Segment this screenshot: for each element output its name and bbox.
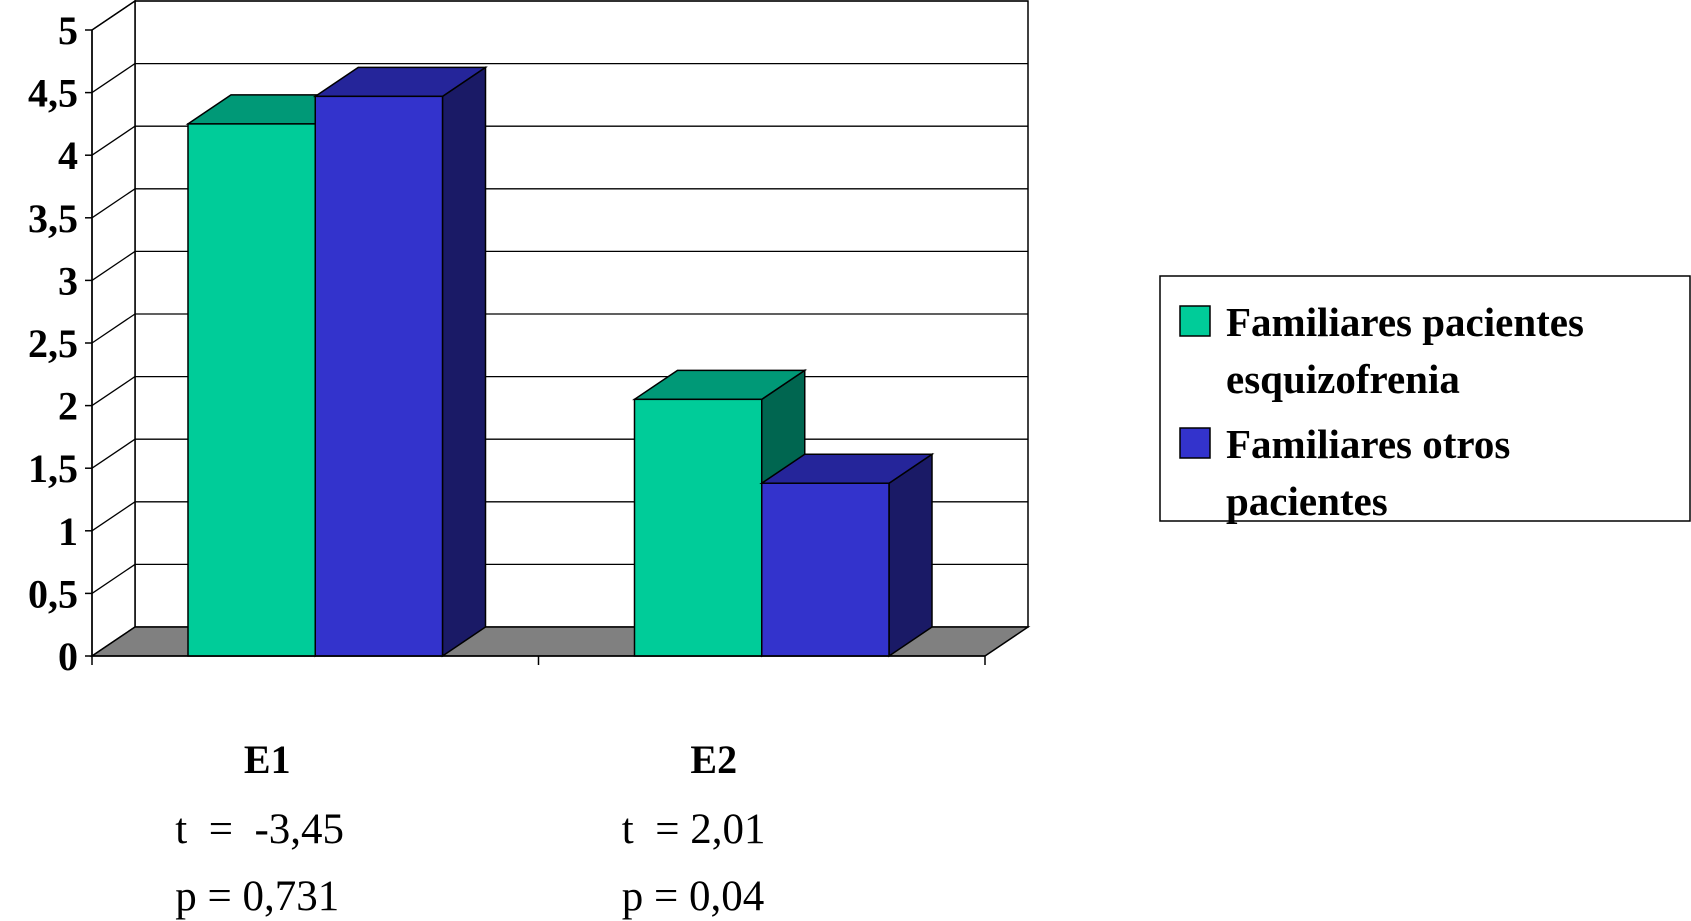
bar: [312, 65, 488, 658]
gridline-side: [91, 563, 136, 594]
gridline-side: [91, 250, 136, 281]
stat-annotation: t = -3,45: [175, 806, 344, 853]
y-axis-tick-labels: 0 0,5 1 1,5 2 2,5 3 3,5 4 4,5 5: [28, 8, 78, 679]
bars: [185, 65, 935, 658]
legend-swatch: [1179, 305, 1211, 337]
legend: Familiares pacientes esquizofrenia Familia…: [1159, 275, 1691, 524]
bar-front: [314, 95, 444, 657]
gridline-side: [91, 438, 136, 469]
y-tick-label: 0,5: [28, 571, 78, 616]
y-tick-label: 2,5: [28, 321, 78, 366]
legend-label: Familiares pacientes: [1226, 299, 1584, 345]
stat-annotation: t = 2,01: [622, 806, 766, 853]
y-tick-label: 5: [58, 8, 78, 53]
legend-label: pacientes: [1226, 478, 1388, 524]
gridline-side: [91, 188, 136, 219]
y-tick-label: 3,5: [28, 196, 78, 241]
gridline-side: [91, 0, 136, 31]
y-tick-label: 3: [58, 258, 78, 303]
legend-swatch: [1179, 427, 1211, 459]
legend-box: [1159, 275, 1691, 522]
stat-annotation: p = 0,731: [175, 873, 339, 920]
gridline-side: [91, 125, 136, 156]
gridline-side: [91, 376, 136, 407]
bar: [759, 452, 935, 658]
bar-front: [761, 482, 890, 657]
bar-front: [633, 398, 763, 657]
bar-side: [441, 65, 487, 658]
y-tick-label: 1,5: [28, 446, 78, 491]
gridline-side: [91, 313, 136, 344]
y-tick-label: 1: [58, 509, 78, 554]
legend-label: esquizofrenia: [1226, 356, 1460, 402]
x-axis-category-labels: E1 E2: [244, 737, 737, 782]
legend-label: Familiares otros: [1226, 421, 1510, 467]
stat-annotations: t = -3,45 p = 0,731 t = 2,01 p = 0,04: [175, 806, 765, 920]
gridline-side: [91, 63, 136, 94]
y-tick-label: 0: [58, 634, 78, 679]
stat-annotation: p = 0,04: [622, 873, 765, 920]
gridline-side: [91, 501, 136, 532]
y-tick-label: 4,5: [28, 71, 78, 116]
x-tick-label: E1: [244, 737, 291, 782]
y-tick-label: 4: [58, 133, 78, 178]
axes: [85, 29, 986, 665]
y-tick-label: 2: [58, 384, 78, 429]
x-tick-label: E2: [690, 737, 737, 782]
bar-side: [888, 452, 933, 658]
bar-front: [187, 123, 316, 657]
